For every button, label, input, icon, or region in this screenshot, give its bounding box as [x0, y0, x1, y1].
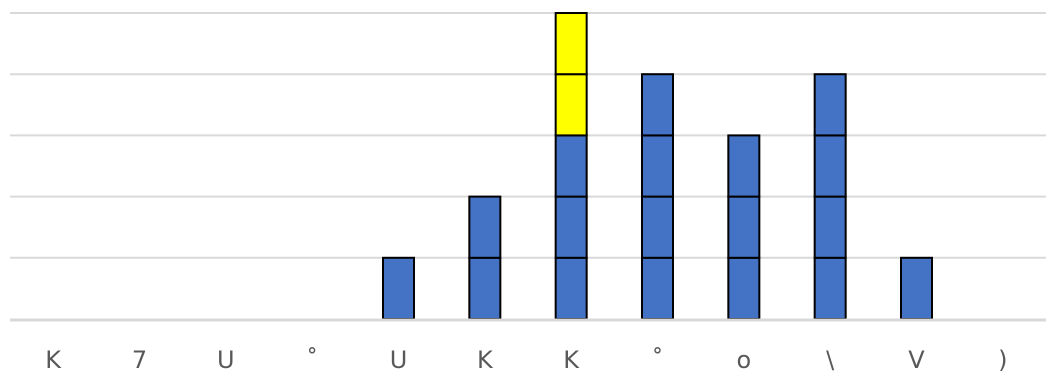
x-tick-label: )	[998, 346, 1007, 374]
x-tick-label: U	[217, 346, 235, 374]
x-tick-label: U	[390, 346, 408, 374]
bar-block-6-s0-2	[554, 134, 588, 198]
x-tick-label: ˚	[652, 346, 664, 374]
bar-block-10-s0-0	[900, 256, 933, 320]
bar-block-5-s0-0	[468, 256, 502, 320]
x-tick-label: \	[826, 346, 835, 374]
x-tick-label: V	[908, 346, 925, 374]
x-tick-label: K	[45, 346, 62, 374]
bar-block-8-s0-2	[727, 134, 761, 198]
bar-block-4-s0-0	[382, 256, 415, 320]
x-tick-label: K	[563, 346, 580, 374]
bar-block-6-s0-1	[554, 195, 588, 259]
bar-block-6-s1-1	[554, 12, 588, 76]
bar-block-9-s0-2	[813, 134, 847, 198]
bar-block-8-s0-1	[727, 195, 761, 259]
bars	[382, 12, 933, 320]
x-tick-label: o	[736, 346, 751, 374]
bar-block-6-s1-0	[554, 73, 588, 137]
bar-block-7-s0-2	[641, 134, 674, 198]
bar-block-7-s0-0	[641, 256, 674, 320]
bar-block-8-s0-0	[727, 256, 761, 320]
x-tick-labels: K 7 U ˚ U K K ˚ o \ V)	[45, 346, 1007, 374]
grid-lines	[10, 12, 1046, 259]
x-tick-label: ˚	[306, 346, 318, 374]
bar-block-9-s0-1	[813, 195, 847, 259]
bar-block-7-s0-1	[641, 195, 674, 259]
x-tick-label: K	[477, 346, 494, 374]
bar-block-9-s0-0	[813, 256, 847, 320]
x-tick-label: 7	[132, 346, 147, 374]
bar-block-7-s0-3	[641, 73, 674, 137]
bar-block-9-s0-3	[813, 73, 847, 137]
bar-block-6-s0-0	[554, 256, 588, 320]
bar-block-5-s0-1	[468, 195, 502, 259]
